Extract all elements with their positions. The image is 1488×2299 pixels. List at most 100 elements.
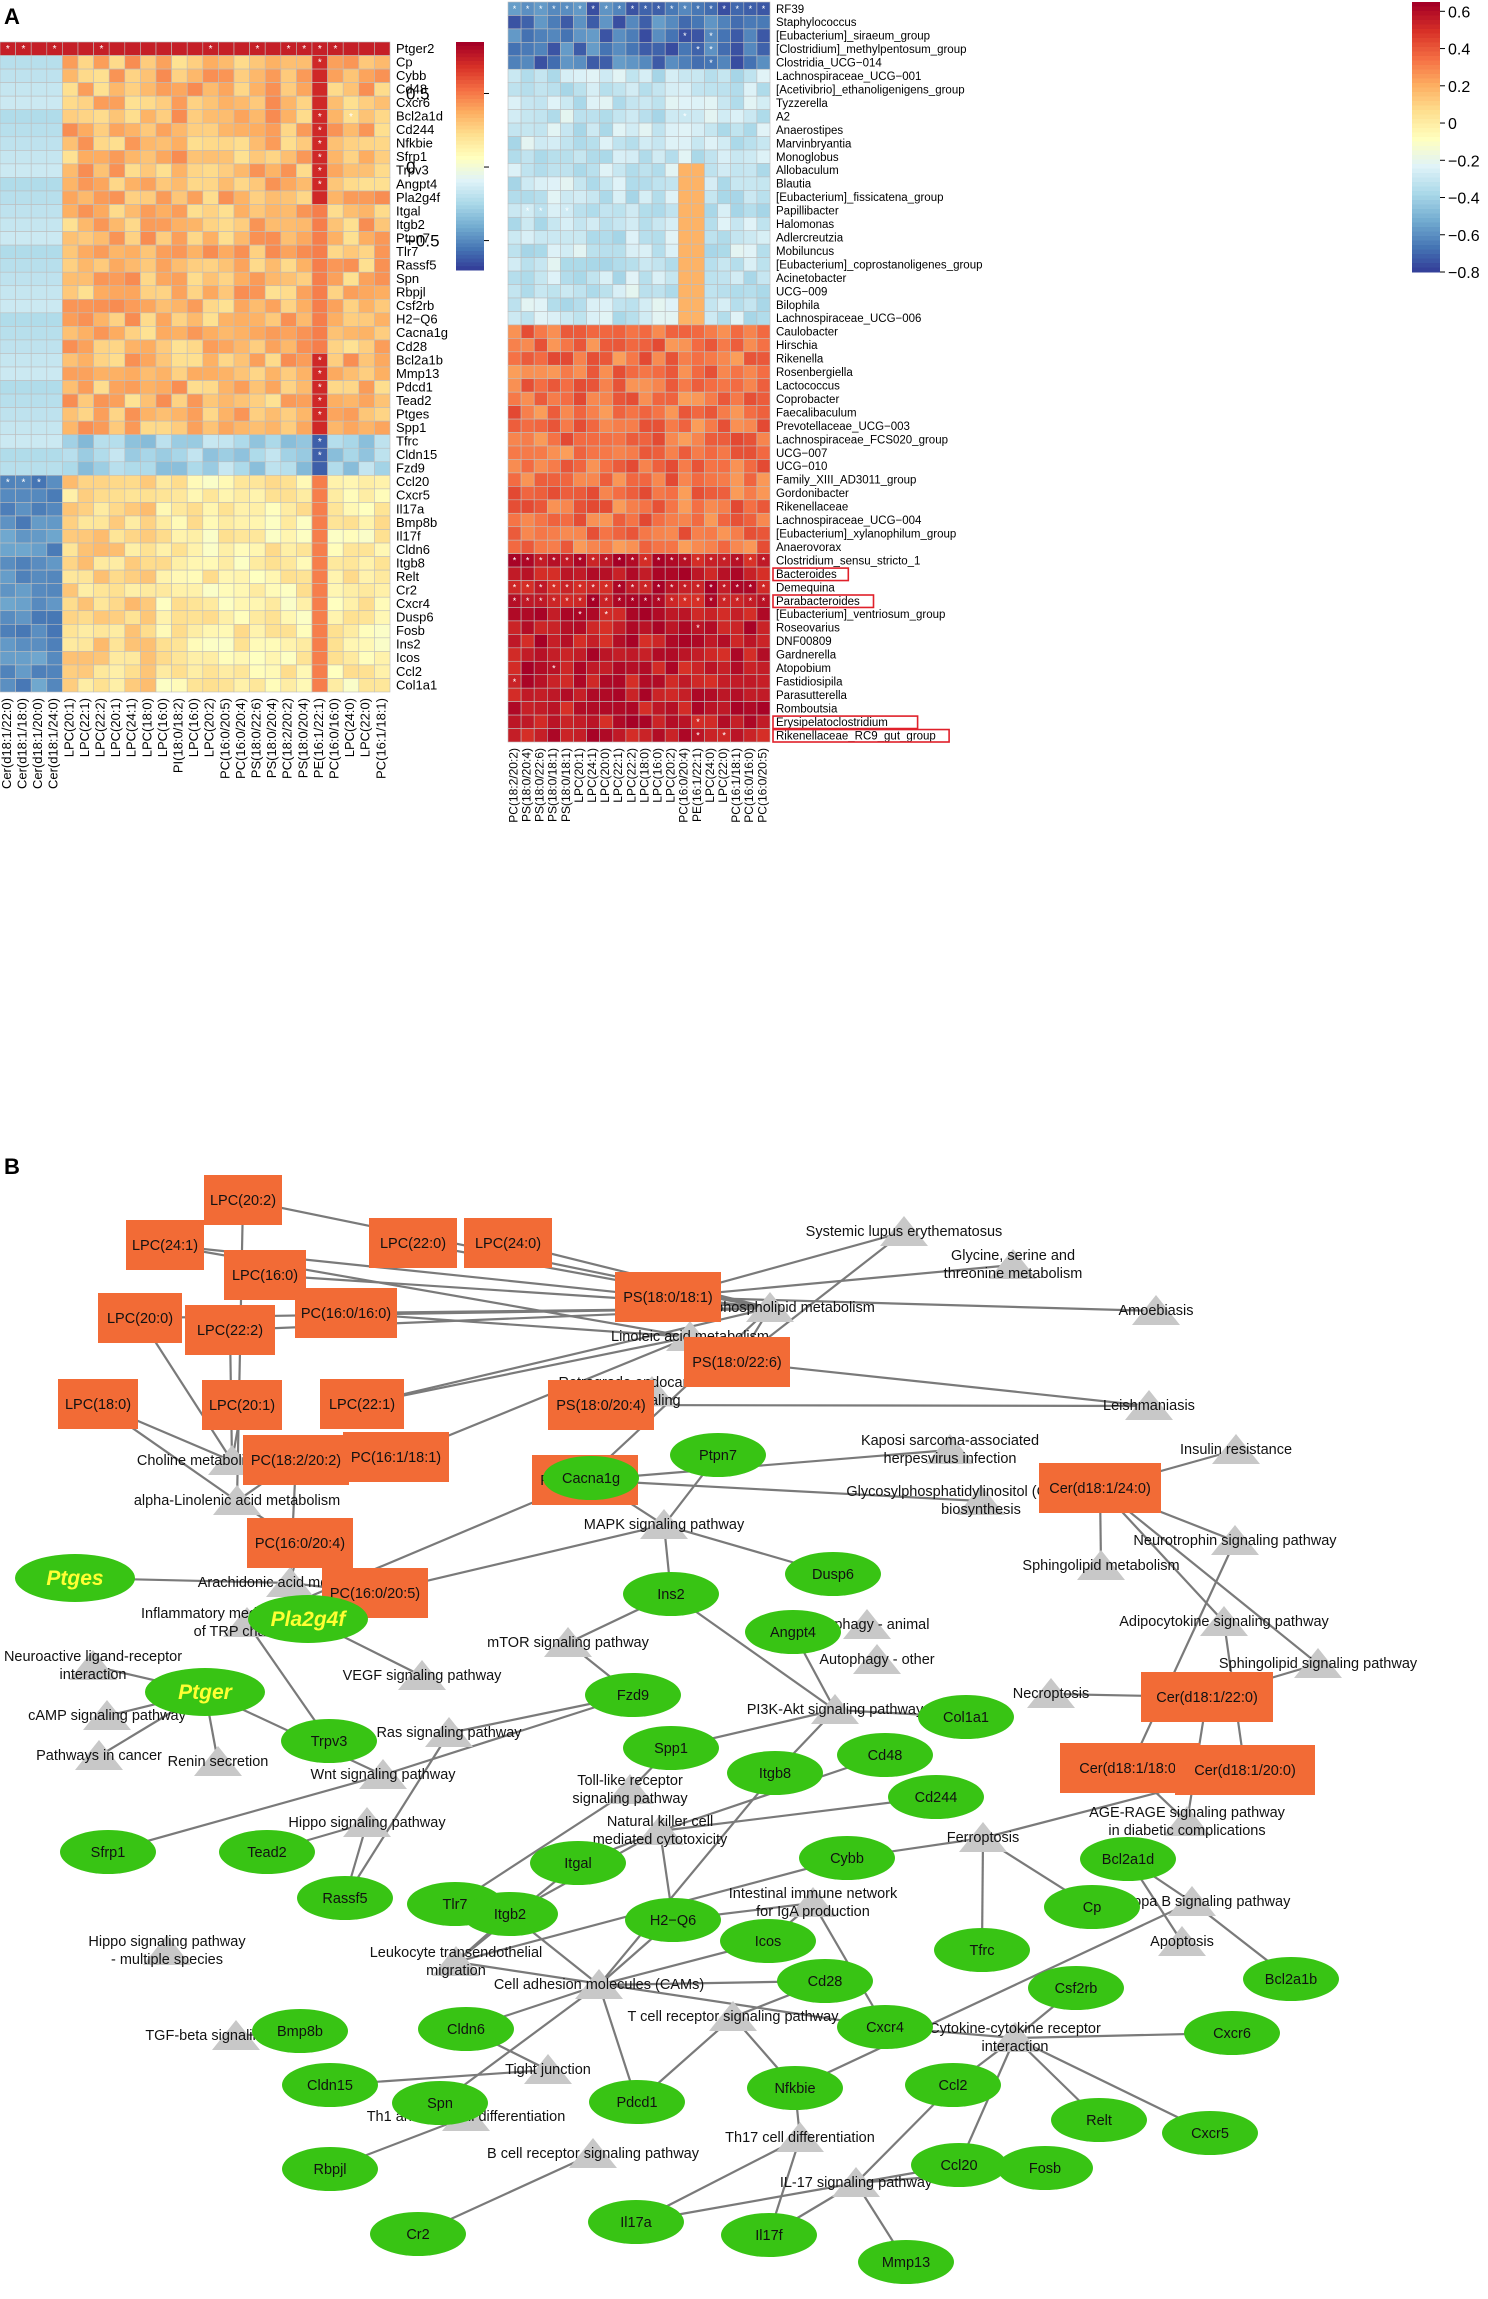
colorbar-a-step <box>456 239 484 244</box>
colorbar-a-step <box>456 49 484 54</box>
colorbar-a-tick-label: −0.5 <box>406 232 440 251</box>
heat-a-row-label: Cybb <box>396 68 426 83</box>
heat-c-cell <box>704 486 718 501</box>
heat-c-cell <box>651 163 666 178</box>
heat-c-row-label: UCG−007 <box>776 448 827 460</box>
heat-c-cell <box>717 122 731 137</box>
heat-a-cell <box>280 353 297 368</box>
heat-c-cell <box>612 55 627 70</box>
heat-c-cell <box>638 445 653 460</box>
heat-a-cell <box>218 515 235 530</box>
heat-a-cell <box>311 542 328 557</box>
heat-c-cell <box>638 109 653 124</box>
heat-c-cell <box>704 539 718 554</box>
heat-c-cell <box>599 459 614 474</box>
heat-c-row-label: Gardnerella <box>776 650 837 662</box>
heat-c-cell <box>533 512 548 528</box>
heat-a-cell <box>202 651 219 666</box>
metabolite-label: PC(16:0/16:0) <box>301 1306 391 1322</box>
heat-c-star: * <box>749 583 753 593</box>
heat-a-cell <box>77 461 94 476</box>
heat-a-cell <box>374 312 391 327</box>
heat-c-cell <box>507 338 522 353</box>
heat-a-cell <box>62 556 79 571</box>
heat-a-cell <box>358 271 375 287</box>
colorbar-a-tick-label: 0.5 <box>406 84 430 103</box>
heat-c-cell <box>507 539 522 554</box>
heat-a-star: * <box>318 125 322 136</box>
heat-a-cell <box>327 542 344 557</box>
heat-a-cell <box>280 190 297 205</box>
colorbar-c-step <box>1412 164 1440 169</box>
heat-a-cell <box>264 407 282 422</box>
heat-a-cell <box>374 664 391 679</box>
heat-c-cell <box>717 486 731 501</box>
heat-c-cell <box>691 445 705 460</box>
heat-a-cell <box>0 678 16 693</box>
heat-a-cell <box>296 447 313 463</box>
heat-c-cell <box>507 486 522 501</box>
heat-a-cell <box>108 217 126 232</box>
heat-c-cell <box>533 324 548 339</box>
heat-c-cell <box>546 432 561 447</box>
heat-a-cell <box>264 380 282 395</box>
heat-c-cell <box>677 230 692 245</box>
heat-c-cell <box>677 459 692 474</box>
heat-a-cell <box>218 339 235 354</box>
gene-label: Trpv3 <box>311 1734 348 1750</box>
heat-a-cell <box>124 55 141 70</box>
heat-c-cell <box>546 351 561 366</box>
heat-a-cell <box>218 109 235 124</box>
heat-c-cell <box>546 203 561 218</box>
heat-c-cell <box>507 566 522 581</box>
heat-a-cell <box>155 637 172 652</box>
heat-a-cell <box>155 569 172 584</box>
heat-c-cell <box>599 432 614 447</box>
colorbar-c-step <box>1412 6 1440 12</box>
heat-a-cell <box>218 434 235 449</box>
heat-c-cell <box>533 122 548 137</box>
heat-a-row-label: Cxcr4 <box>396 596 430 611</box>
heat-c-cell <box>677 499 692 514</box>
heat-a-cell <box>30 122 48 138</box>
heat-c-cell <box>520 216 535 232</box>
heat-c-cell <box>638 607 653 622</box>
heat-c-cell <box>717 459 731 474</box>
heat-a-cell <box>358 583 375 598</box>
heat-a-cell <box>93 596 110 612</box>
colorbar-c-step <box>1412 110 1440 115</box>
heat-a-cell <box>0 447 16 463</box>
heat-c-cell <box>507 15 522 30</box>
heat-c-col-label: PS(18:0/18:1) <box>559 748 573 822</box>
heat-c-cell <box>638 714 653 729</box>
heat-a-cell <box>374 68 391 83</box>
heat-c-cell <box>677 68 692 84</box>
pathway-node <box>1211 1525 1259 1555</box>
heat-c-cell <box>520 539 535 554</box>
heat-a-cell <box>218 583 235 598</box>
heat-c-cell <box>651 95 666 110</box>
heat-c-cell <box>507 472 522 487</box>
heat-c-cell <box>704 378 718 393</box>
heat-c-cell <box>625 660 640 676</box>
heat-c-cell <box>743 634 758 649</box>
heat-a-cell <box>233 678 250 693</box>
colorbar-c-step <box>1412 15 1440 21</box>
heat-a-cell <box>249 177 266 192</box>
heat-c-cell <box>691 405 705 420</box>
heat-a-cell <box>62 529 79 544</box>
colorbar-c-step <box>1412 222 1440 228</box>
heat-a-cell <box>218 380 235 395</box>
colorbar-a-step <box>456 201 484 206</box>
heat-c-cell <box>756 647 771 662</box>
heat-a-cell <box>93 150 110 165</box>
heat-c-cell <box>612 284 627 299</box>
heat-a-cell <box>108 583 126 598</box>
heat-c-cell <box>533 297 548 312</box>
heat-c-cell <box>664 257 679 272</box>
heat-c-cell <box>717 526 731 541</box>
heat-a-cell <box>202 542 219 557</box>
heat-a-cell <box>374 596 391 612</box>
heat-a-cell <box>171 326 188 341</box>
heat-c-cell <box>691 216 705 232</box>
